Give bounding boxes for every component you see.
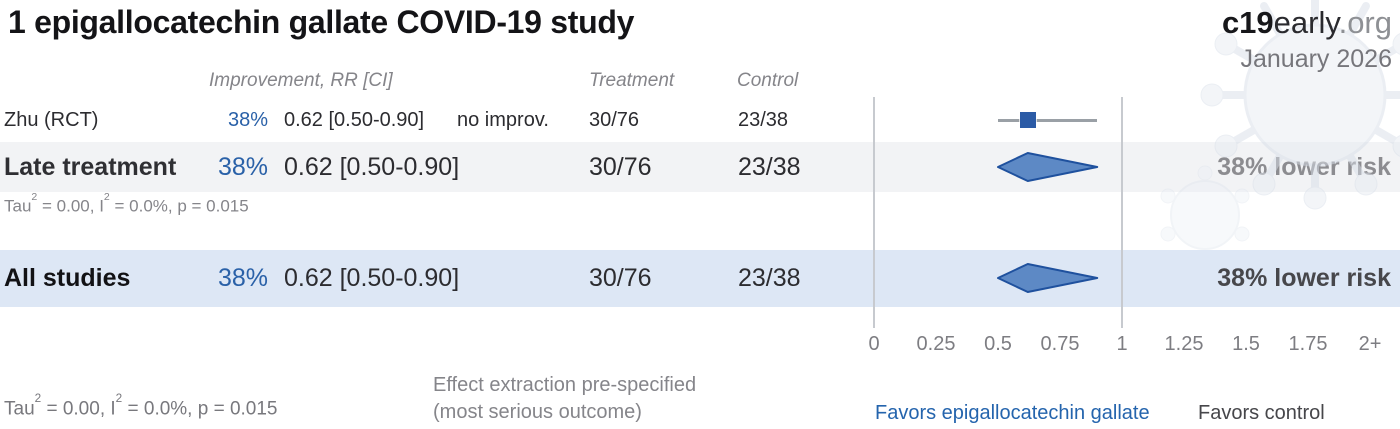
het-i: = 0.00, I <box>41 398 116 420</box>
all-treatment-count: 30/76 <box>589 264 652 292</box>
het-tau: Tau <box>4 398 35 420</box>
het-i-sup: 2 <box>115 391 123 405</box>
table-row-study: Zhu (RCT) 38% 0.62 [0.50-0.90] no improv… <box>0 99 1400 142</box>
date-label: January 2026 <box>1240 45 1392 73</box>
effect-extraction-line1: Effect extraction pre-specified <box>433 374 697 396</box>
all-studies-label: All studies <box>4 264 131 292</box>
table-row-late-treatment: Late treatment 38% 0.62 [0.50-0.90] 30/7… <box>0 142 1400 192</box>
axis-tick-label: 1.25 <box>1164 333 1204 355</box>
het-tau-sup: 2 <box>31 191 38 204</box>
effect-extraction-note: Effect extraction pre-specified (most se… <box>433 372 696 426</box>
brand-org: .org <box>1338 5 1392 40</box>
heterogeneity-stats: Tau2 = 0.00, I2 = 0.0%, p = 0.015 <box>4 191 249 217</box>
study-rr-ci: 0.62 [0.50-0.90] <box>284 109 425 131</box>
het-tau-sup: 2 <box>34 391 42 405</box>
all-risk-badge: 38% lower risk <box>1217 264 1391 292</box>
favors-treatment-label: Favors epigallocatechin gallate <box>875 402 1150 424</box>
table-row-all-studies: All studies 38% 0.62 [0.50-0.90] 30/76 2… <box>0 250 1400 307</box>
footer-heterogeneity-stats: Tau2 = 0.00, I2 = 0.0%, p = 0.015 <box>4 392 278 420</box>
het-i-sup: 2 <box>103 191 110 204</box>
axis-tick-label: 0.25 <box>916 333 956 355</box>
study-name: Zhu (RCT) <box>4 109 99 131</box>
het-tau: Tau <box>4 196 32 216</box>
axis-tick-label: 2+ <box>1358 333 1382 355</box>
het-i: = 0.00, I <box>37 196 104 216</box>
axis-tick-label: 0.5 <box>984 333 1012 355</box>
study-treatment-count: 30/76 <box>589 109 640 131</box>
axis-tick-label: 1.5 <box>1232 333 1260 355</box>
axis-gridline <box>873 97 875 328</box>
column-header-control: Control <box>737 70 799 91</box>
axis-tick-label: 0.75 <box>1040 333 1080 355</box>
column-header-treatment: Treatment <box>589 70 675 91</box>
brand-logo: c19early.org <box>1222 5 1392 41</box>
axis-tick-label: 1 <box>1116 333 1128 355</box>
late-risk-badge: 38% lower risk <box>1217 153 1391 181</box>
effect-extraction-line2: (most serious outcome) <box>433 401 642 423</box>
axis-tick-label: 1.75 <box>1288 333 1328 355</box>
column-header-improvement: Improvement, RR [CI] <box>209 70 393 91</box>
study-ci-line <box>998 119 1098 122</box>
het-p: = 0.0%, p = 0.015 <box>122 398 278 420</box>
all-improvement-pct: 38% <box>217 264 268 292</box>
all-rr-ci: 0.62 [0.50-0.90] <box>284 264 460 292</box>
late-treatment-count: 30/76 <box>589 153 652 181</box>
all-control-count: 23/38 <box>738 264 801 292</box>
brand-c19: c19 <box>1221 5 1274 40</box>
late-treatment-label: Late treatment <box>4 153 177 181</box>
axis-gridline <box>1121 97 1123 328</box>
axis-tick-label: 0 <box>868 333 880 355</box>
study-note: no improv. <box>457 109 549 131</box>
brand-early: early <box>1273 5 1339 40</box>
late-control-count: 23/38 <box>738 153 801 181</box>
study-control-count: 23/38 <box>738 109 789 131</box>
late-rr-ci: 0.62 [0.50-0.90] <box>284 153 460 181</box>
favors-control-label: Favors control <box>1198 402 1325 424</box>
late-improvement-pct: 38% <box>217 153 268 181</box>
study-point-estimate-marker <box>1019 112 1036 128</box>
all-summary-diamond <box>997 263 1099 293</box>
late-summary-diamond <box>997 152 1099 182</box>
page-title: 1 epigallocatechin gallate COVID-19 stud… <box>8 4 635 40</box>
study-improvement-pct: 38% <box>227 109 268 131</box>
het-p: = 0.0%, p = 0.015 <box>109 196 249 216</box>
